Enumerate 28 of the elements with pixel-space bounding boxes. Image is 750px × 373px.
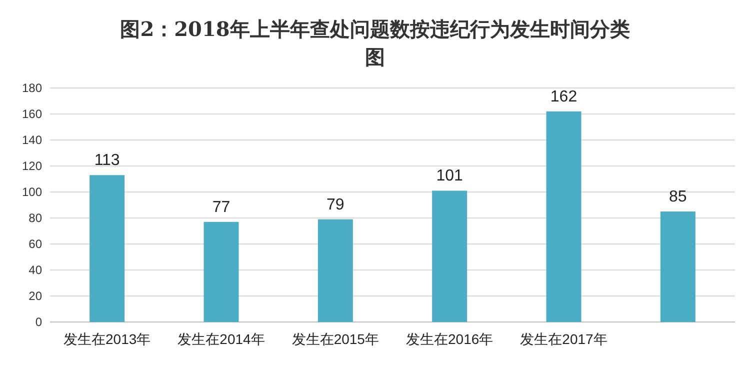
y-tick-label: 80	[28, 211, 42, 225]
bar	[546, 111, 582, 322]
chart-title: 图2：2018年上半年查处问题数按违纪行为发生时间分类图	[120, 17, 630, 69]
y-tick-label: 140	[22, 133, 42, 147]
y-tick-label: 20	[28, 289, 42, 303]
x-tick-label: 发生在2013年	[64, 331, 151, 347]
data-label: 79	[326, 196, 344, 214]
bar	[204, 222, 239, 322]
data-label: 85	[669, 188, 687, 206]
y-tick-label: 60	[28, 237, 42, 251]
x-tick-label: 发生在2014年	[178, 331, 265, 347]
data-label: 101	[436, 168, 464, 185]
y-tick-label: 40	[28, 263, 42, 277]
data-label: 113	[94, 152, 120, 170]
x-tick-label: 发生在2016年	[406, 331, 494, 347]
x-tick-label: 发生在2017年	[520, 331, 608, 347]
x-tick-label: 发生在2015年	[292, 331, 379, 347]
y-tick-label: 180	[22, 81, 42, 95]
y-tick-label: 0	[35, 315, 42, 329]
bar	[90, 175, 125, 322]
y-tick-label: 100	[22, 185, 42, 199]
y-tick-label: 160	[22, 107, 42, 121]
y-tick-label: 120	[22, 159, 42, 173]
data-label: 77	[212, 198, 230, 216]
bar	[660, 212, 696, 322]
data-label: 162	[550, 88, 578, 106]
bar	[432, 190, 468, 322]
bar	[318, 219, 353, 322]
